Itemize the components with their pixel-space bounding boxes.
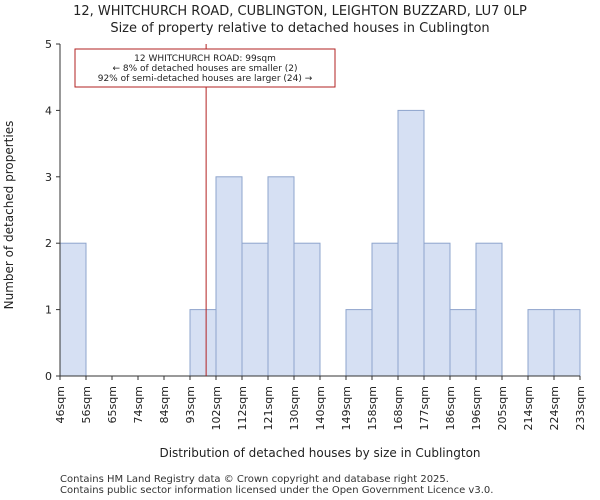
bar-224sqm: [553, 309, 581, 377]
annotation-line-1: 12 WHITCHURCH ROAD: 99sqm: [134, 54, 276, 64]
y-tick-label: 4: [45, 104, 52, 117]
x-tick-label: 65sqm: [106, 386, 119, 423]
y-tick-label: 5: [45, 38, 52, 51]
x-tick-label: 112sqm: [236, 386, 249, 430]
annotation-line-2: ← 8% of detached houses are smaller (2): [112, 64, 297, 74]
footer-copyright: Contains HM Land Registry data © Crown c…: [60, 474, 449, 485]
x-tick-label: 149sqm: [340, 386, 353, 430]
x-tick-label: 93sqm: [184, 386, 197, 423]
chart-subtitle: Size of property relative to detached ho…: [110, 21, 490, 36]
x-tick-label: 168sqm: [392, 386, 405, 430]
y-tick-label: 0: [45, 370, 52, 383]
x-tick-label: 74sqm: [132, 386, 145, 423]
bar-158sqm: [371, 242, 399, 377]
bar-149sqm: [345, 309, 373, 377]
y-tick-label: 3: [45, 171, 52, 184]
x-tick-label: 140sqm: [314, 386, 327, 430]
x-tick-label: 56sqm: [80, 386, 93, 423]
chart-title: 12, WHITCHURCH ROAD, CUBLINGTON, LEIGHTO…: [73, 4, 527, 19]
x-tick-label: 214sqm: [522, 386, 535, 430]
bar-93sqm: [189, 309, 217, 377]
bar-168sqm: [397, 109, 425, 377]
bar-186sqm: [449, 309, 477, 377]
bar-196sqm: [475, 242, 503, 377]
x-tick-label: 102sqm: [210, 386, 223, 430]
bar-214sqm: [527, 309, 555, 377]
bar-112sqm: [241, 242, 269, 377]
x-tick-label: 233sqm: [574, 386, 587, 430]
x-tick-label: 205sqm: [496, 386, 509, 430]
property-marker: 12 WHITCHURCH ROAD: 99sqm ← 8% of detach…: [74, 44, 336, 376]
bar-102sqm: [215, 176, 243, 377]
y-tick-label: 1: [45, 304, 52, 317]
x-tick-label: 46sqm: [54, 386, 67, 423]
x-tick-label: 84sqm: [158, 386, 171, 423]
x-tick-label: 177sqm: [418, 386, 431, 430]
x-tick-label: 121sqm: [262, 386, 275, 430]
bar-177sqm: [423, 242, 451, 377]
y-axis-label: Number of detached properties: [2, 121, 16, 310]
y-tick-label: 2: [45, 237, 52, 250]
bar-121sqm: [267, 176, 295, 377]
x-tick-label: 158sqm: [366, 386, 379, 430]
annotation-box: [74, 48, 336, 88]
annotation-line-3: 92% of semi-detached houses are larger (…: [98, 74, 313, 84]
bar-46sqm: [59, 242, 87, 377]
footer-licence: Contains public sector information licen…: [60, 485, 494, 496]
x-axis-label: Distribution of detached houses by size …: [159, 446, 480, 460]
bar-130sqm: [293, 242, 321, 377]
x-tick-label: 196sqm: [470, 386, 483, 430]
x-tick-label: 130sqm: [288, 386, 301, 430]
x-tick-label: 186sqm: [444, 386, 457, 430]
x-tick-label: 224sqm: [548, 386, 561, 430]
